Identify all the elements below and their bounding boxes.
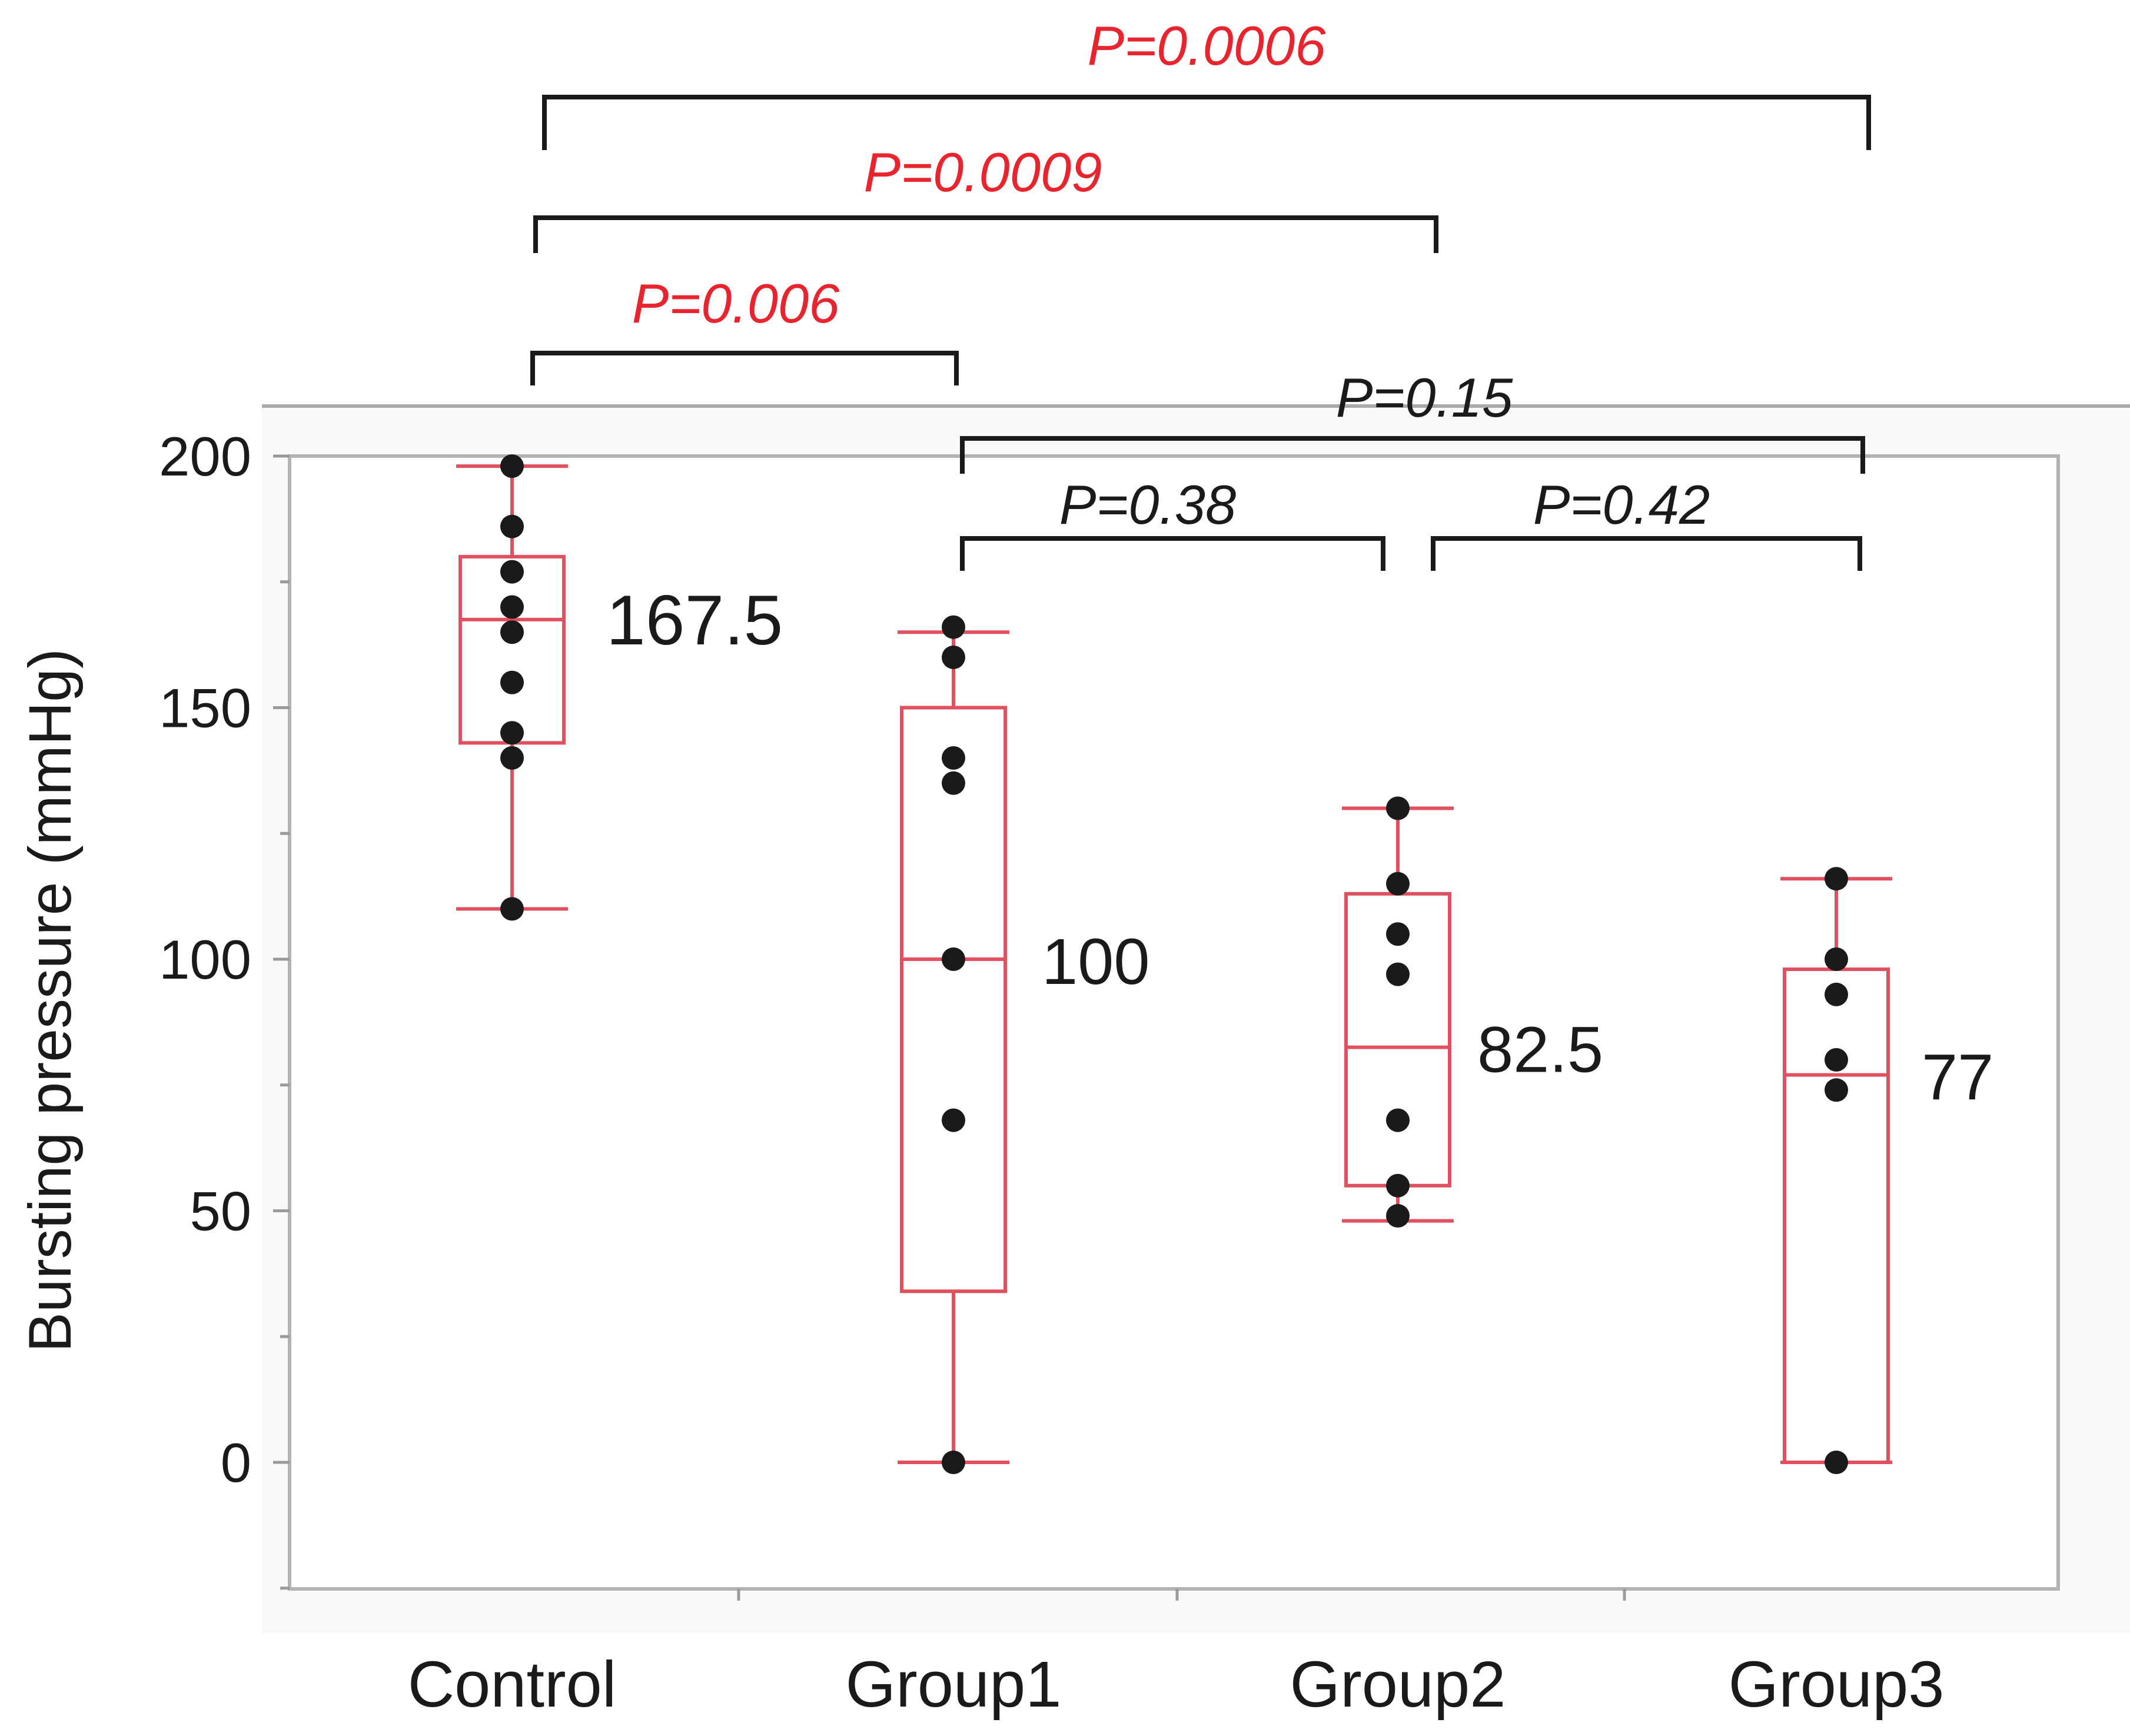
data-point [1825,1078,1848,1102]
iqr-box [900,706,1007,1293]
box-group-control: 167.5 [456,454,783,921]
data-point [500,721,524,745]
data-point [500,454,524,478]
data-point [942,746,965,770]
bracket-line [1431,536,1862,571]
median-value-label: 167.5 [606,581,783,660]
y-tick-label: 200 [159,425,251,487]
bracket-line [542,95,1871,150]
p-value-label: P=0.42 [1533,474,1710,536]
box-group-group2: 82.5 [1342,796,1603,1228]
data-point [942,615,965,639]
data-point [500,897,524,921]
p-value-label: P=0.0009 [863,141,1102,203]
bracket-line [533,215,1438,253]
median-value-label: 77 [1922,1042,1993,1114]
data-point [1386,1108,1410,1132]
y-axis-label: Bursting pressure (mmHg) [16,648,84,1352]
data-point [1386,1204,1410,1228]
data-point [500,514,524,538]
data-point [500,746,524,770]
axes-layer: 0 50 100 150 200 Control Group1 Group2 Group3 [159,425,1944,1721]
data-point [500,620,524,644]
data-point [942,1108,965,1132]
plot-frame [288,454,2060,1591]
y-tick-label: 100 [159,929,251,990]
data-point [1825,947,1848,971]
data-point [942,947,965,971]
x-tick-label: Group2 [1290,1648,1506,1721]
x-tick-label: Group3 [1729,1648,1945,1721]
comparison-bracket: P=0.0006 [542,15,1871,150]
data-point [500,595,524,619]
data-point [1386,796,1410,820]
p-value-label: P=0.15 [1336,367,1513,428]
box-group-group1: 100 [898,615,1150,1474]
bracket-line [530,351,959,385]
data-point [942,646,965,669]
data-point [1386,922,1410,946]
median-value-label: 82.5 [1477,1014,1603,1086]
y-tick-label: 0 [221,1432,251,1494]
boxes-layer: 167.5 100 82.5 77 [456,454,1993,1474]
comparisons-layer: P=0.0006 P=0.0009 P=0.006 P=0.15 P=0.38 P=0.4… [530,15,1871,571]
x-tick-label: Control [408,1648,617,1721]
data-point [1825,1451,1848,1474]
data-point [1825,982,1848,1006]
y-tick-label: 150 [159,677,251,739]
comparison-bracket: P=0.42 [1431,474,1862,571]
y-tick-label: 50 [190,1180,251,1242]
data-point [942,1451,965,1474]
data-point [500,560,524,584]
data-point [1386,1173,1410,1198]
data-point [1825,1048,1848,1072]
data-point [942,771,965,795]
comparison-bracket: P=0.15 [960,367,1865,474]
bracket-line [960,536,1385,571]
p-value-label: P=0.38 [1059,474,1237,536]
median-value-label: 100 [1042,926,1150,998]
p-value-label: P=0.006 [632,272,840,334]
data-point [1386,872,1410,896]
p-value-label: P=0.0006 [1087,15,1326,77]
comparison-bracket: P=0.38 [960,474,1385,571]
data-point [1386,962,1410,986]
x-tick-label: Group1 [846,1648,1062,1721]
data-point [1825,867,1848,891]
data-point [500,670,524,694]
comparison-bracket: P=0.006 [530,272,959,385]
box-group-group3: 77 [1780,867,1993,1474]
comparison-bracket: P=0.0009 [533,141,1438,253]
bracket-line [960,436,1865,474]
